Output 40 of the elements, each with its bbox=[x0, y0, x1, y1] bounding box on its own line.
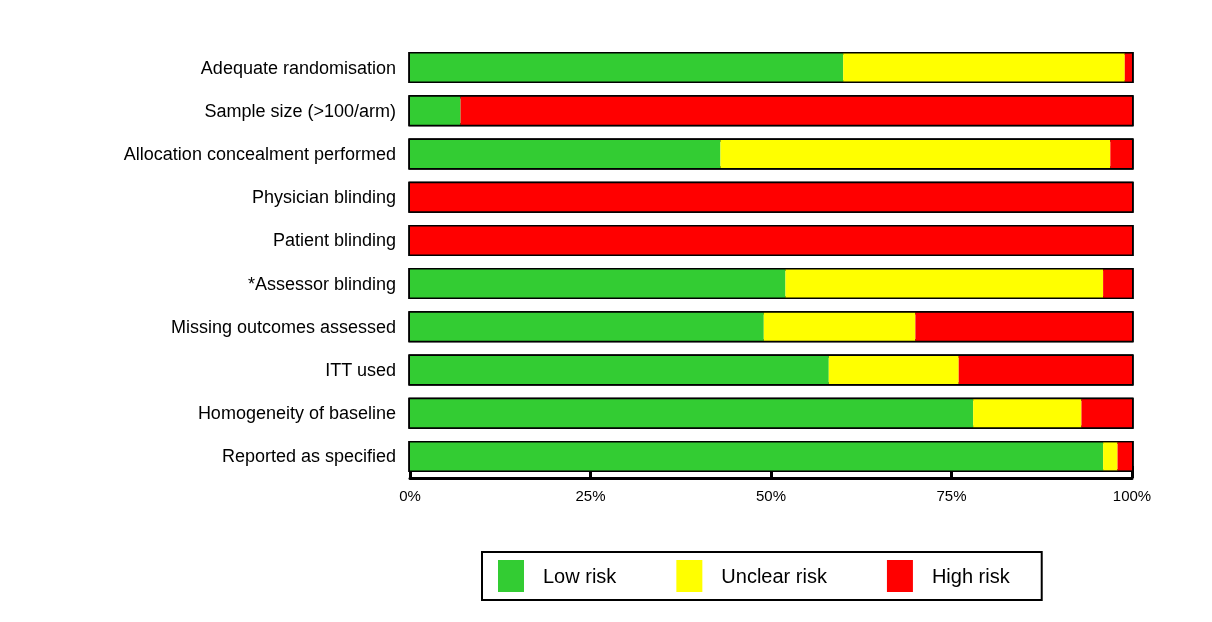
bar bbox=[958, 356, 1132, 384]
legend-label: Unclear risk bbox=[721, 565, 828, 587]
y-tick-label: ITT used bbox=[325, 360, 396, 380]
legend-label: Low risk bbox=[543, 565, 618, 587]
y-tick-label: Missing outcomes assessed bbox=[170, 316, 396, 337]
y-tick-label: Adequate randomisation bbox=[200, 57, 396, 78]
bar bbox=[1117, 442, 1132, 471]
bar bbox=[410, 356, 829, 384]
x-tick-label: 0% bbox=[399, 487, 421, 504]
bar bbox=[460, 96, 1132, 125]
bar bbox=[843, 53, 1125, 82]
x-tick-label: 25% bbox=[575, 487, 606, 504]
x-tick-label: 75% bbox=[936, 487, 967, 504]
bar bbox=[973, 399, 1082, 428]
bar bbox=[763, 312, 916, 341]
y-tick-label: Physician blinding bbox=[251, 187, 396, 208]
bar bbox=[785, 269, 1104, 298]
bar bbox=[410, 269, 786, 298]
bar bbox=[915, 312, 1132, 341]
bar bbox=[828, 356, 959, 384]
legend-label: High risk bbox=[931, 565, 1011, 587]
y-tick-label: Sample size (>100/arm) bbox=[204, 100, 396, 121]
bar bbox=[1110, 140, 1132, 168]
bar bbox=[1081, 399, 1132, 428]
bar bbox=[410, 140, 721, 168]
bar bbox=[410, 53, 844, 82]
x-tick-label: 100% bbox=[1112, 487, 1152, 504]
x-tick-label: 50% bbox=[755, 487, 787, 504]
y-tick-label: Homogeneity of baseline bbox=[197, 403, 396, 424]
bar bbox=[720, 140, 1111, 168]
bar bbox=[1103, 269, 1132, 298]
bar bbox=[1124, 53, 1132, 82]
y-tick-label: Allocation concealment performed bbox=[123, 144, 396, 164]
bar bbox=[410, 399, 974, 428]
bar bbox=[1103, 442, 1118, 471]
bar bbox=[410, 312, 764, 341]
y-tick-label: Reported as specified bbox=[221, 446, 396, 467]
bar bbox=[410, 96, 461, 125]
y-tick-label: *Assessor blinding bbox=[247, 273, 396, 294]
y-tick-label: Patient blinding bbox=[272, 230, 396, 251]
